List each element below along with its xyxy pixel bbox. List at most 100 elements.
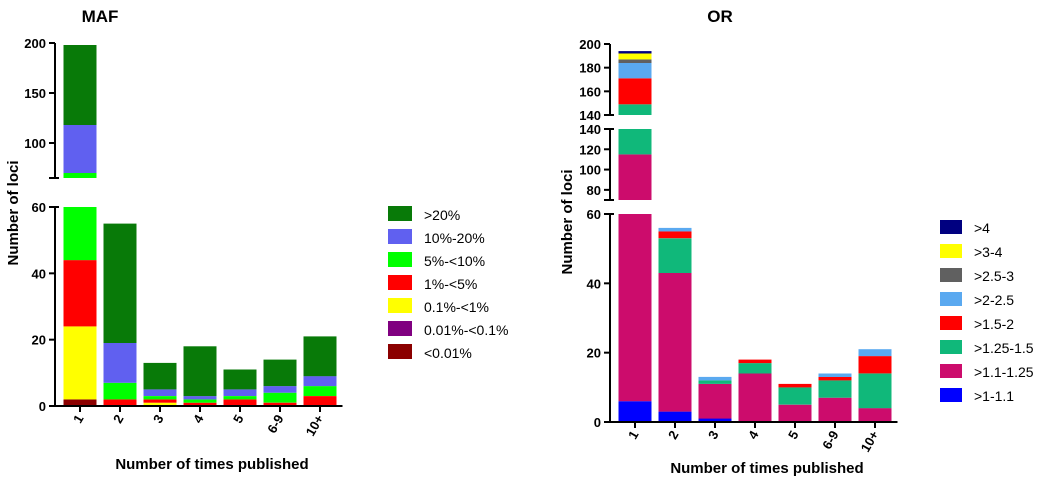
bar-1-0.1%-<1%-seg0 bbox=[63, 326, 97, 400]
legend-swatch bbox=[940, 220, 962, 234]
y-tick-label: 100 bbox=[24, 136, 46, 151]
x-tick-label: 4 bbox=[190, 411, 207, 425]
legend-label: >1.5-2 bbox=[974, 316, 1014, 332]
bar-6-9-5%-<10%-seg0 bbox=[263, 392, 297, 403]
legend-label: 0.1%-<1% bbox=[424, 299, 489, 315]
bar-10+->1.1-1.25-seg0 bbox=[858, 408, 892, 422]
y-tick-label: 150 bbox=[24, 86, 46, 101]
bar-4->1.1-1.25-seg0 bbox=[738, 373, 772, 422]
bar-6-9->1.5-2-seg0 bbox=[818, 376, 852, 381]
legend-label: >1.25-1.5 bbox=[974, 340, 1034, 356]
bar-1-1%-<5%-seg0 bbox=[63, 260, 97, 327]
bar-1->1.1-1.25-seg1 bbox=[618, 154, 652, 200]
bar-6-9-1%-<5%-seg0 bbox=[263, 402, 297, 406]
legend-swatch bbox=[388, 275, 412, 290]
x-tick-label: 4 bbox=[745, 427, 762, 441]
y-tick-label: 40 bbox=[32, 266, 46, 281]
y-tick-label: 0 bbox=[594, 415, 601, 430]
bar-10+->2-2.5-seg0 bbox=[858, 349, 892, 357]
x-axis: 1 2 3 4 5 6-9 10+ bbox=[609, 421, 898, 455]
y-tick-label: 140 bbox=[579, 108, 601, 123]
bar-5->1.25-1.5-seg0 bbox=[778, 387, 812, 405]
legend-label: >1-1.1 bbox=[974, 388, 1014, 404]
y-tick-label: 140 bbox=[579, 122, 601, 137]
y-axis-label: Number of loci bbox=[5, 160, 22, 265]
y-tick-label: 160 bbox=[579, 84, 601, 99]
y-tick-label: 100 bbox=[579, 163, 601, 178]
bar-1->1.5-2-seg2 bbox=[618, 78, 652, 105]
bar-10+-5%-<10%-seg0 bbox=[303, 386, 337, 396]
legend-label: >2.5-3 bbox=[974, 268, 1014, 284]
bar-3->2-2.5-seg0 bbox=[698, 376, 732, 381]
bar-2->1.5-2-seg0 bbox=[658, 231, 692, 239]
x-tick-label: 5 bbox=[785, 428, 802, 442]
x-tick-label: 2 bbox=[665, 428, 682, 442]
legend-label: >3-4 bbox=[974, 244, 1003, 260]
legend-swatch bbox=[388, 206, 412, 221]
x-tick-label: 10+ bbox=[303, 412, 327, 439]
x-axis-label: Number of times published bbox=[115, 456, 308, 473]
legend-swatch bbox=[940, 292, 962, 306]
legend-label: <0.01% bbox=[424, 345, 472, 361]
y-axis: 0 20 40 60 100 150 200 bbox=[24, 36, 59, 414]
x-tick-label: 6-9 bbox=[264, 412, 286, 436]
y-tick-label: 20 bbox=[32, 333, 46, 348]
bar-3-10%-20%-seg0 bbox=[143, 389, 177, 396]
legend-label: >1.1-1.25 bbox=[974, 364, 1034, 380]
bar-2-10%-20%-seg0 bbox=[103, 343, 137, 383]
legend-label: 10%-20% bbox=[424, 230, 485, 246]
legend-swatch bbox=[388, 321, 412, 336]
bar-4-5%-<10%-seg0 bbox=[183, 399, 217, 403]
y-tick-label: 20 bbox=[587, 346, 601, 361]
bar-2->1.25-1.5-seg0 bbox=[658, 238, 692, 273]
bar-3-1%-<5%-seg0 bbox=[143, 399, 177, 403]
x-tick-label: 2 bbox=[110, 412, 127, 426]
bar-5->1.1-1.25-seg0 bbox=[778, 404, 812, 422]
bar-3->1.25-1.5-seg0 bbox=[698, 380, 732, 384]
bar-6-9->20%-seg0 bbox=[263, 359, 297, 387]
bar-1->1.1-1.25-seg0 bbox=[618, 214, 652, 402]
legend-label: 1%-<5% bbox=[424, 276, 477, 292]
bar-1-5%-<10%-seg1 bbox=[63, 173, 97, 178]
y-tick-label: 80 bbox=[587, 183, 601, 198]
y-tick-label: 60 bbox=[32, 200, 46, 215]
bar-2->20%-seg0 bbox=[103, 223, 137, 343]
legend-swatch bbox=[940, 268, 962, 282]
legend: >20% 10%-20% 5%-<10% 1%-<5% 0.1%-<1% 0.01%-<0… bbox=[388, 206, 508, 361]
legend-swatch bbox=[940, 364, 962, 378]
bar-3->1.1-1.25-seg0 bbox=[698, 383, 732, 419]
bar-1->1-1.1-seg0 bbox=[618, 401, 652, 422]
legend-label: >2-2.5 bbox=[974, 292, 1014, 308]
legend: >4 >3-4 >2.5-3 >2-2.5 >1.5-2 >1.25-1.5 >1.1-1.… bbox=[940, 220, 1034, 404]
bar-2-1%-<5%-seg0 bbox=[103, 399, 137, 406]
bars bbox=[618, 51, 892, 422]
bar-4->1.5-2-seg0 bbox=[738, 359, 772, 364]
legend-swatch bbox=[388, 229, 412, 244]
bar-10+->20%-seg0 bbox=[303, 336, 337, 377]
bar-10+-10%-20%-seg0 bbox=[303, 376, 337, 387]
legend-label: 5%-<10% bbox=[424, 253, 485, 269]
bar-3->20%-seg0 bbox=[143, 362, 177, 390]
legend-label: >4 bbox=[974, 220, 990, 236]
bar-2->1.1-1.25-seg0 bbox=[658, 272, 692, 412]
bar-6-9->2-2.5-seg0 bbox=[818, 373, 852, 377]
x-tick-label: 6-9 bbox=[819, 428, 841, 452]
bar-4->20%-seg0 bbox=[183, 346, 217, 397]
x-tick-label: 10+ bbox=[858, 428, 882, 455]
bar-4-1%-<5%-seg0 bbox=[183, 402, 217, 406]
chart-maf: MAF 0 20 40 60 100 150 200 1 2 3 4 5 6-9 10+ Number of … bbox=[5, 7, 508, 473]
chart-title: MAF bbox=[82, 7, 119, 26]
legend-label: 0.01%-<0.1% bbox=[424, 322, 508, 338]
bar-6-9->1.1-1.25-seg0 bbox=[818, 397, 852, 422]
bar-2->2-2.5-seg0 bbox=[658, 227, 692, 232]
bar-6-9->1.25-1.5-seg0 bbox=[818, 380, 852, 398]
legend-swatch bbox=[388, 298, 412, 313]
bar-10+-1%-<5%-seg0 bbox=[303, 396, 337, 406]
legend-swatch bbox=[940, 340, 962, 354]
bar-3->1-1.1-seg0 bbox=[698, 418, 732, 422]
x-tick-label: 3 bbox=[150, 412, 167, 426]
bar-1-5%-<10%-seg0 bbox=[63, 207, 97, 261]
